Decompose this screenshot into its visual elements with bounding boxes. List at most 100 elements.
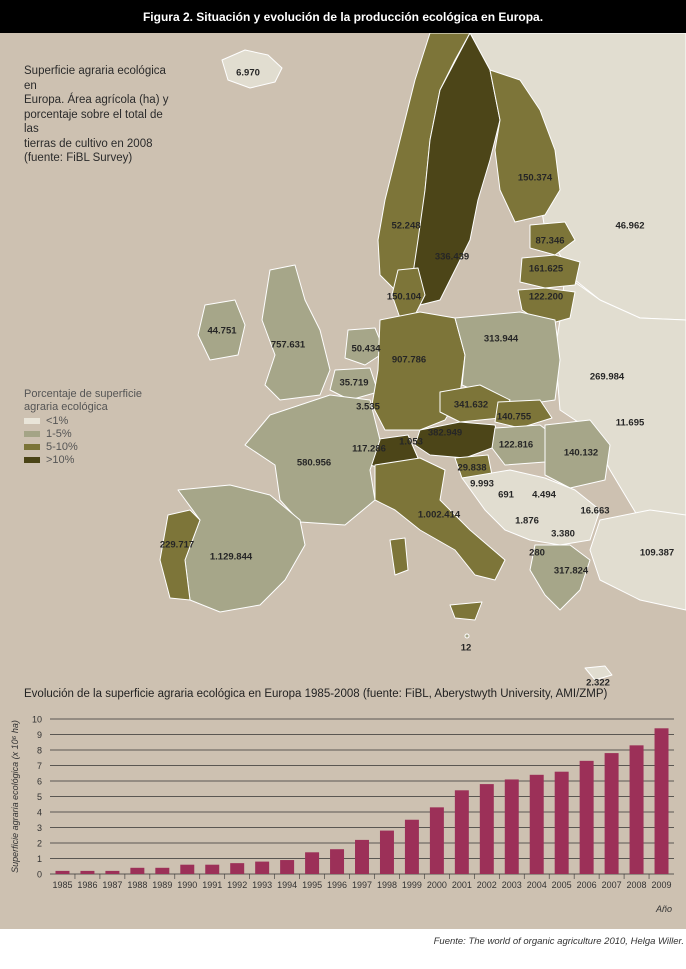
label-denmark: 150.104 (386, 291, 422, 303)
y-tick-label: 6 (37, 777, 42, 787)
label-austria: 382.949 (427, 427, 463, 439)
bar (280, 860, 295, 874)
label-macedonia: 3.380 (551, 528, 575, 540)
x-tick-label: 1989 (152, 880, 172, 890)
bar (454, 790, 469, 874)
region-slovakia (494, 399, 553, 429)
bar (404, 819, 419, 874)
label-latvia: 161.625 (528, 263, 564, 275)
label-bulgaria: 16.663 (580, 505, 610, 517)
region-france (244, 394, 381, 526)
legend-item: 5-10% (24, 440, 154, 453)
x-tick-label: 1993 (252, 880, 272, 890)
label-finland: 150.374 (517, 172, 553, 184)
region-balkans (461, 469, 601, 546)
region-sweden (411, 33, 501, 306)
bar (305, 852, 320, 874)
bar (529, 774, 544, 874)
legend-label: >10% (46, 453, 75, 466)
legend-label: 5-10% (46, 440, 78, 453)
x-tick-label: 2006 (577, 880, 597, 890)
bar (255, 861, 270, 874)
x-axis-label: Año (655, 904, 672, 914)
label-bosnia: 691 (498, 489, 514, 501)
region-romania (544, 419, 611, 489)
label-germany: 907.786 (391, 354, 427, 366)
y-tick-label: 5 (37, 792, 42, 802)
bar (554, 771, 569, 874)
source-note: Fuente: The world of organic agriculture… (433, 936, 684, 947)
map-intro-line: (fuente: FiBL Survey) (24, 152, 133, 164)
region-turkey (589, 509, 686, 611)
bar (80, 870, 95, 874)
label-ireland: 44.751 (207, 325, 237, 337)
x-tick-label: 1986 (77, 880, 97, 890)
label-estonia: 87.346 (535, 235, 565, 247)
x-tick-label: 1985 (52, 880, 72, 890)
region-malta (464, 633, 470, 639)
label-albania: 280 (529, 547, 545, 559)
bar (205, 864, 220, 874)
region-finland (489, 69, 561, 223)
y-axis-label: Superficie agraria ecológica (x 10⁶ ha) (10, 720, 20, 873)
legend-item: <1% (24, 414, 154, 427)
bar (155, 867, 170, 874)
bar (355, 839, 369, 874)
map-intro-line: tierras de cultivo en 2008 (24, 137, 153, 150)
label-france: 580.956 (296, 457, 332, 469)
region-sicily (449, 601, 483, 621)
legend-swatch (24, 456, 40, 463)
region-latvia (519, 254, 581, 289)
legend-title-line: Porcentaje de superficie (24, 388, 143, 400)
bar (230, 863, 245, 874)
region-ireland (197, 299, 246, 361)
label-norway: 52.248 (391, 220, 421, 232)
region-netherlands (344, 327, 386, 366)
legend-label: 1-5% (46, 427, 72, 440)
map-intro: Superficie agraria ecológica en Europa. … (24, 64, 174, 166)
bar (604, 753, 619, 874)
bar (130, 867, 145, 874)
label-serbia: 4.494 (532, 489, 556, 501)
label-belgium: 35.719 (339, 377, 369, 389)
region-italy (374, 457, 506, 581)
label-spain: 1.129.844 (209, 551, 253, 563)
x-tick-label: 1988 (127, 880, 147, 890)
region-portugal (159, 509, 201, 601)
label-malta: 12 (460, 642, 472, 654)
label-croatia: 9.993 (470, 478, 494, 490)
map-intro-line: Europa. Área agrícola (ha) y (24, 94, 169, 106)
y-tick-label: 2 (37, 839, 42, 849)
label-belarus: 269.984 (589, 371, 625, 383)
region-uk (261, 264, 331, 401)
legend-swatch (24, 430, 40, 437)
label-cyprus: 2.322 (586, 677, 610, 689)
label-sweden: 336.439 (434, 251, 470, 263)
bar (180, 864, 195, 874)
bar (579, 760, 594, 874)
label-montenegro: 1.876 (515, 515, 539, 527)
figure-title: Figura 2. Situación y evolución de la pr… (0, 0, 686, 33)
x-tick-label: 1987 (102, 880, 122, 890)
bar (55, 870, 70, 874)
map-intro-line: Superficie agraria ecológica en (24, 65, 166, 92)
x-tick-label: 2002 (477, 880, 497, 890)
label-russia: 46.962 (615, 220, 645, 232)
bar (504, 779, 519, 874)
bar (654, 728, 669, 874)
x-tick-label: 2007 (602, 880, 622, 890)
label-liechtenstein: 1.053 (399, 436, 423, 448)
x-tick-label: 2001 (452, 880, 472, 890)
x-tick-label: 2004 (527, 880, 547, 890)
chart-title: Evolución de la superficie agraria ecoló… (24, 688, 608, 700)
legend-item: >10% (24, 453, 154, 466)
region-iceland (221, 49, 283, 89)
x-tick-label: 2000 (427, 880, 447, 890)
label-romania: 140.132 (563, 447, 599, 459)
legend-title: Porcentaje de superficie agraria ecológi… (24, 388, 154, 414)
label-italy: 1.002.414 (417, 509, 461, 521)
label-luxembourg: 3.535 (356, 401, 380, 413)
x-tick-label: 2003 (502, 880, 522, 890)
region-greece (529, 544, 591, 611)
label-portugal: 229.717 (159, 539, 195, 551)
